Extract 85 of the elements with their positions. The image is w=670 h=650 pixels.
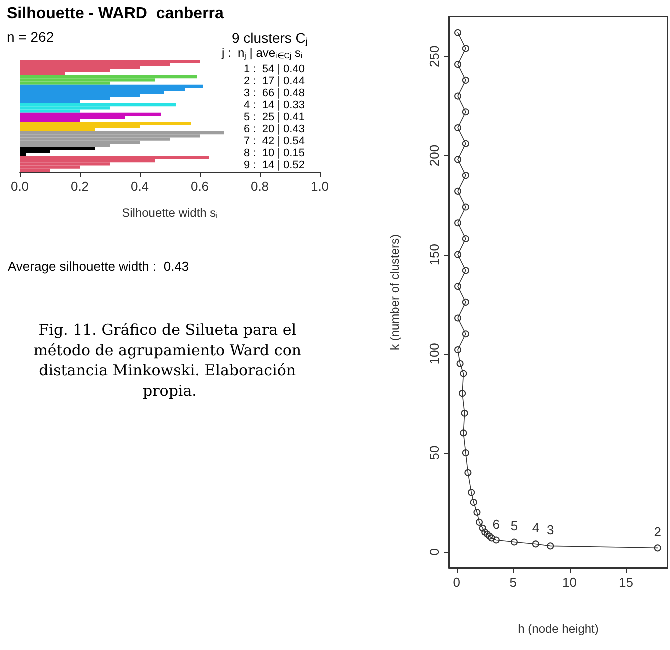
- bar: [20, 122, 191, 126]
- point: [459, 390, 466, 398]
- annotation: 4 : 14 | 0.33: [244, 100, 305, 112]
- x-tick-label: 0.0: [10, 179, 30, 194]
- y-tick-label: 50: [427, 446, 442, 460]
- point: [484, 530, 491, 538]
- bar: [20, 132, 224, 135]
- point: [462, 267, 470, 274]
- point: [488, 534, 496, 542]
- x-tick-label: 0.6: [190, 179, 210, 194]
- point: [486, 532, 494, 540]
- point: [462, 108, 470, 116]
- point: [454, 314, 462, 322]
- point: [462, 235, 470, 242]
- data-label: 6: [492, 516, 500, 532]
- point: [454, 124, 462, 132]
- annotation: 5 : 25 | 0.41: [244, 112, 305, 124]
- bar: [20, 84, 203, 88]
- bar: [20, 76, 197, 79]
- point: [454, 188, 462, 195]
- annotation: 1 : 54 | 0.40: [244, 64, 305, 76]
- point: [456, 360, 464, 368]
- point: [547, 542, 554, 550]
- bar: [20, 104, 176, 107]
- y-tick-label: 0: [427, 548, 442, 556]
- point: [532, 540, 540, 548]
- chart-subtitle: n = 262: [7, 29, 54, 45]
- annotation: 6 : 20 | 0.43: [244, 124, 305, 136]
- point: [454, 346, 462, 354]
- point: [479, 524, 486, 532]
- point: [462, 76, 470, 84]
- y-tick-label: 200: [427, 144, 442, 167]
- point: [462, 450, 470, 457]
- bar: [20, 156, 209, 160]
- point: [460, 370, 468, 378]
- x-axis-title: h (node height): [518, 622, 599, 636]
- data-label: 3: [546, 522, 554, 538]
- point: [454, 156, 462, 164]
- annotation: 2 : 17 | 0.44: [244, 76, 305, 88]
- x-tick-label: 15: [619, 575, 634, 590]
- x-tick-label: 0.8: [250, 179, 270, 194]
- annotation: 3 : 66 | 0.48: [244, 88, 305, 100]
- point: [482, 528, 489, 536]
- point: [476, 518, 483, 526]
- point: [454, 92, 462, 100]
- point: [462, 140, 470, 148]
- y-tick-label: 150: [427, 244, 442, 266]
- data-label: 5: [510, 518, 518, 534]
- x-tick-label: 0.2: [70, 179, 90, 194]
- y-tick-label: 100: [427, 343, 442, 365]
- point: [462, 330, 470, 338]
- y-tick-label: 250: [427, 46, 442, 68]
- point: [464, 469, 472, 476]
- text: Average silhouette width : 0.43: [8, 259, 190, 274]
- x-tick-label: 5: [510, 575, 517, 590]
- bar: [20, 112, 161, 116]
- chart-title: Silhouette - WARD canberra: [7, 6, 224, 22]
- data-label: 4: [532, 520, 540, 536]
- point: [454, 251, 462, 258]
- point: [510, 538, 518, 546]
- caption: Fig. 11. Gráfico de Silueta para el método de agrupamiento Ward con distancia Minkowski. Elaboración propia.: [34, 321, 306, 400]
- point: [462, 204, 470, 211]
- x-tick-label: 1.0: [310, 179, 330, 194]
- point: [460, 430, 468, 437]
- point: [462, 298, 470, 306]
- point: [462, 45, 470, 52]
- point: [470, 499, 478, 506]
- bar: [20, 60, 200, 64]
- point: [468, 489, 476, 496]
- x-tick-label: 0.4: [130, 179, 150, 194]
- point: [462, 172, 470, 180]
- annotation: 9 : 14 | 0.52: [244, 160, 305, 172]
- point: [461, 410, 468, 417]
- point: [454, 220, 462, 227]
- point: [474, 509, 481, 516]
- point: [492, 536, 500, 544]
- annotation: 7 : 42 | 0.54: [244, 136, 305, 148]
- data-label: 2: [654, 524, 662, 540]
- annotation: 8 : 10 | 0.15: [244, 148, 305, 160]
- x-tick-label: 0: [453, 575, 461, 590]
- point: [454, 61, 462, 68]
- point: [454, 283, 462, 290]
- bar: [20, 147, 95, 150]
- x-tick-label: 10: [562, 575, 578, 590]
- y-axis-title: k (number of clusters): [388, 234, 402, 351]
